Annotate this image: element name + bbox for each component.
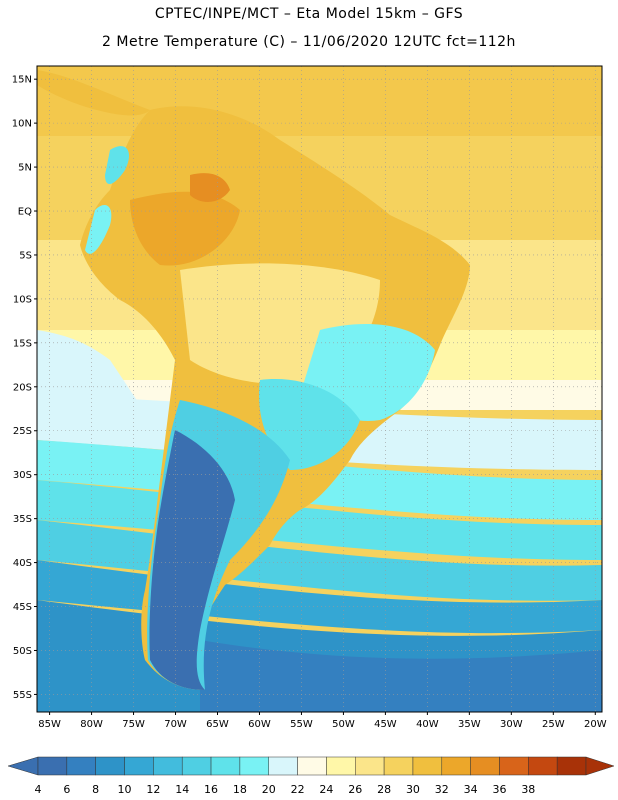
colorbar-label: 12 [146,783,160,796]
colorbar-swatch [38,757,67,775]
lat-tick-label: 45S [13,602,32,613]
colorbar-swatch [67,757,96,775]
lon-tick-label: 25W [542,719,565,730]
lon-tick-label: 70W [164,719,187,730]
lat-tick-label: 55S [13,690,32,701]
lon-tick-label: 65W [206,719,229,730]
lat-tick-label: 10N [12,119,32,130]
colorbar-label: 22 [291,783,305,796]
colorbar-swatch [240,757,269,775]
lat-tick-label: 15N [12,75,32,86]
colorbar-swatch [153,757,182,775]
colorbar-label: 28 [377,783,391,796]
lat-tick-label: 5N [18,163,32,174]
temperature-colorbar: 4 6 8 10 12 14 16 18 20 22 24 26 28 30 32 34 36 38 [8,757,614,796]
lat-tick-label: EQ [18,207,32,218]
lon-tick-label: 20W [584,719,607,730]
colorbar-swatch [182,757,211,775]
colorbar-label: 26 [348,783,362,796]
colorbar-swatch [125,757,154,775]
colorbar-swatch [355,757,384,775]
lon-tick-label: 30W [500,719,523,730]
lat-tick-label: 10S [13,294,32,305]
lat-tick-label: 40S [13,558,32,569]
colorbar-swatch [326,757,355,775]
longitude-tick-labels: 85W 80W 75W 70W 65W 60W 55W 50W 45W 40W 35W 30W 25W 2… [38,712,606,730]
lat-tick-label: 25S [13,426,32,437]
colorbar-label: 4 [35,783,42,796]
lat-tick-label: 50S [13,646,32,657]
colorbar-label: 36 [492,783,506,796]
lat-tick-label: 30S [13,470,32,481]
temperature-field [37,66,602,712]
colorbar-swatch [528,757,557,775]
lon-tick-label: 80W [80,719,103,730]
latitude-tick-labels: 15N 10N 5N EQ 5S 10S 15S 20S 25S 30S 35S 40S 45S 50S 5… [12,75,37,701]
lon-tick-label: 40W [416,719,439,730]
colorbar-label: 14 [175,783,189,796]
colorbar-high-cap [586,757,614,775]
colorbar-swatch [384,757,413,775]
colorbar-swatch [413,757,442,775]
colorbar-label: 10 [118,783,132,796]
colorbar-swatch [298,757,327,775]
lon-tick-label: 55W [290,719,313,730]
lon-tick-label: 50W [332,719,355,730]
colorbar-label: 32 [435,783,449,796]
colorbar-label: 34 [464,783,478,796]
colorbar-label: 24 [319,783,333,796]
colorbar-low-cap [8,757,38,775]
colorbar-label: 38 [521,783,535,796]
lon-tick-label: 85W [38,719,61,730]
lat-tick-label: 5S [19,250,32,261]
colorbar-swatch [499,757,528,775]
lat-tick-label: 15S [13,338,32,349]
colorbar-label: 16 [204,783,218,796]
colorbar-swatch [471,757,500,775]
lon-tick-label: 45W [374,719,397,730]
colorbar-label: 30 [406,783,420,796]
colorbar-swatch [96,757,125,775]
colorbar-label: 18 [233,783,247,796]
lat-tick-label: 35S [13,514,32,525]
colorbar-label: 6 [63,783,70,796]
lon-tick-label: 60W [248,719,271,730]
colorbar-swatch [557,757,586,775]
colorbar-swatch [269,757,298,775]
lon-tick-label: 75W [122,719,145,730]
colorbar-label: 8 [92,783,99,796]
colorbar-label: 20 [262,783,276,796]
lon-tick-label: 35W [458,719,481,730]
colorbar-swatch [211,757,240,775]
lat-tick-label: 20S [13,382,32,393]
colorbar-swatch [442,757,471,775]
